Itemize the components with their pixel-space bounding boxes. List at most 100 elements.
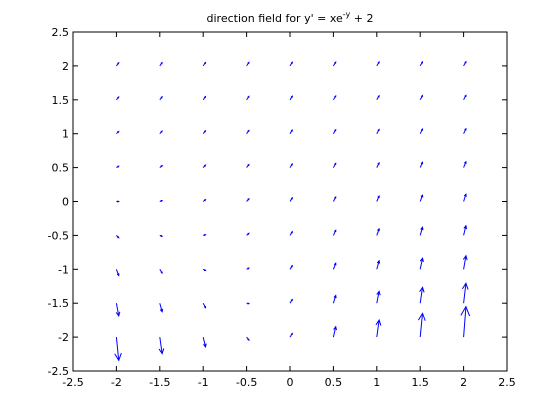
arrow-head	[461, 282, 469, 290]
arrow-head	[203, 164, 207, 167]
arrow-shaft	[463, 225, 467, 236]
arrow-head	[158, 348, 165, 355]
y-tick-labels: 2.5 2 1.5 1 0.5 0 -0.5 -1 -1.5 -2 -2.5	[48, 26, 69, 378]
arrow-head	[159, 308, 164, 313]
arrow-shaft	[376, 291, 380, 304]
direction-arrow	[116, 200, 120, 203]
x-tick-label: 2	[460, 376, 467, 389]
y-tick-label: -1.5	[48, 297, 69, 310]
arrow-head	[463, 224, 468, 230]
direction-arrow	[159, 234, 164, 237]
arrow-head	[247, 95, 250, 98]
arrow-head	[203, 198, 207, 202]
direction-arrow	[289, 95, 293, 101]
arrow-shaft	[376, 228, 380, 236]
arrow-head	[334, 61, 337, 64]
direction-arrow	[246, 336, 250, 342]
arrow-head	[290, 332, 293, 336]
direction-arrow	[202, 302, 207, 309]
direction-arrow	[376, 61, 380, 67]
arrow-head	[247, 129, 250, 132]
direction-arrow	[202, 336, 207, 349]
arrow-head	[160, 164, 163, 168]
direction-arrow	[419, 161, 424, 168]
arrow-head	[247, 302, 251, 305]
direction-arrow	[376, 94, 380, 101]
arrow-head	[290, 61, 293, 64]
direction-arrow	[289, 264, 293, 270]
chart-title: direction field for y' = xe-y + 2	[207, 10, 374, 25]
arrow-head	[117, 96, 120, 99]
arrow-head	[377, 94, 380, 98]
direction-arrow	[419, 286, 425, 304]
arrow-head	[377, 227, 380, 232]
arrow-head	[419, 286, 425, 293]
arrow-head	[114, 352, 122, 362]
y-tick-label: 1	[62, 128, 69, 141]
direction-arrow	[376, 259, 381, 270]
arrow-head	[247, 338, 250, 342]
direction-arrow	[159, 61, 163, 67]
arrow-head	[463, 193, 467, 197]
arrow-head	[420, 161, 424, 165]
direction-arrow	[332, 128, 337, 134]
direction-arrow	[159, 164, 163, 168]
arrow-shaft	[419, 258, 424, 270]
arrow-head	[203, 233, 207, 237]
arrow-head	[462, 254, 468, 261]
direction-arrow	[289, 61, 293, 67]
x-tick-labels: -2.5 -2 -1.5 -1 -0.5 0 0.5 1 1.5 2 2.5	[62, 376, 515, 389]
direction-arrow	[460, 305, 471, 338]
direction-arrow	[419, 194, 424, 202]
direction-arrow	[202, 95, 207, 101]
arrow-head	[464, 160, 467, 164]
arrow-head	[290, 95, 293, 98]
arrow-head	[290, 129, 293, 132]
arrow-head	[375, 318, 382, 326]
arrow-shaft	[332, 295, 337, 304]
arrow-head	[290, 196, 293, 200]
y-tick-label: -2	[58, 331, 69, 344]
arrow-head	[160, 199, 164, 203]
direction-arrow	[376, 128, 380, 134]
direction-arrow	[114, 337, 122, 362]
arrow-head	[117, 236, 120, 239]
direction-arrow	[289, 298, 293, 304]
arrow-head	[117, 61, 120, 65]
direction-arrow	[159, 95, 163, 101]
arrow-head	[290, 264, 293, 268]
arrow-shaft	[115, 303, 120, 316]
arrow-head	[460, 305, 471, 317]
direction-arrow	[289, 129, 293, 134]
arrow-head	[203, 269, 207, 272]
y-tick-label: -1	[58, 263, 69, 276]
direction-arrow	[246, 232, 250, 236]
arrow-head	[117, 130, 120, 133]
direction-arrow	[376, 194, 380, 202]
direction-arrow	[463, 60, 467, 67]
arrow-head	[290, 298, 293, 302]
ticks-layer	[72, 31, 508, 372]
arrow-head	[117, 200, 120, 203]
direction-arrow	[159, 199, 164, 203]
x-tick-label: -1	[198, 376, 209, 389]
direction-arrow	[376, 290, 381, 304]
arrow-head	[160, 61, 163, 65]
arrow-head	[203, 306, 207, 309]
arrow-head	[290, 163, 293, 166]
arrow-head	[377, 194, 380, 199]
direction-arrow	[116, 96, 120, 101]
y-tick-label: 2	[62, 60, 69, 73]
arrow-head	[376, 259, 381, 264]
arrow-head	[247, 197, 250, 201]
direction-arrow	[289, 230, 293, 236]
arrow-head	[334, 128, 337, 132]
direction-arrow	[332, 94, 337, 101]
direction-arrow	[246, 95, 250, 101]
direction-arrow	[158, 337, 165, 355]
direction-arrow	[462, 254, 468, 270]
arrow-head	[247, 163, 250, 167]
direction-arrow	[116, 235, 120, 239]
direction-arrow	[419, 226, 424, 236]
